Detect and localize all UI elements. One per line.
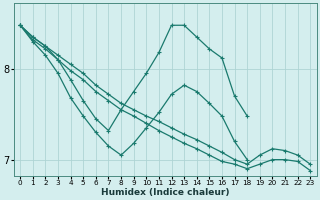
X-axis label: Humidex (Indice chaleur): Humidex (Indice chaleur): [101, 188, 229, 197]
